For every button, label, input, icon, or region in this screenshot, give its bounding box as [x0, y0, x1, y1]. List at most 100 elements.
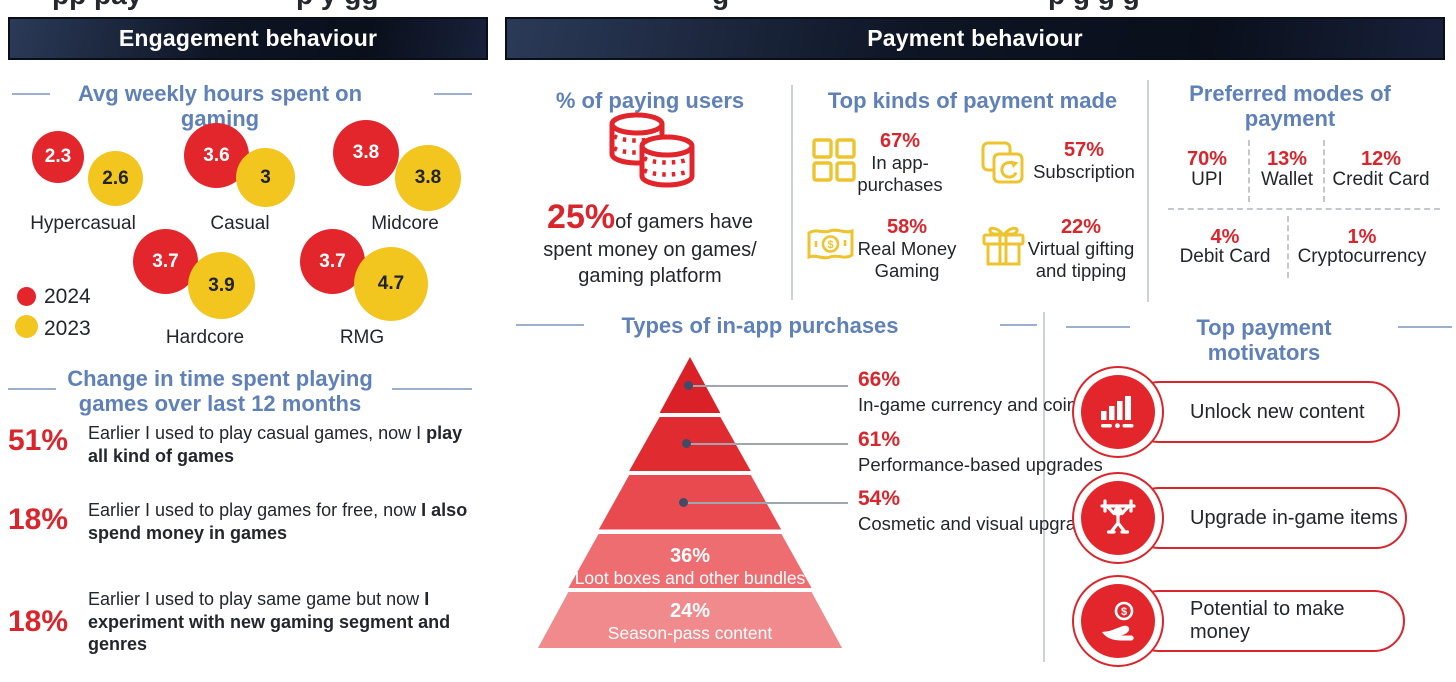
- motivators-title: Top payment motivators: [1196, 315, 1332, 365]
- paying-users-line2: spent money on games/: [543, 239, 757, 261]
- payment-kind-pct: 22%: [1060, 216, 1102, 238]
- title-side-line: [516, 324, 584, 326]
- avg-weekly-hours-title: Avg weekly hours spent on gaming: [77, 81, 363, 131]
- subscription-icon: [979, 139, 1026, 191]
- payment-mode-pct: 1%: [1347, 226, 1377, 248]
- iap-tier-pct: 54%: [858, 487, 901, 510]
- iap-tier-inside-label: 36% Loot boxes and other bundles: [560, 545, 820, 589]
- stat-text-normal: Earlier I used to play casual games, now…: [88, 423, 427, 443]
- dashed-divider: [1168, 208, 1440, 210]
- dashed-divider: [1323, 140, 1325, 202]
- payment-kind-pct: 67%: [879, 130, 921, 152]
- title-side-line: [434, 93, 472, 95]
- gift-icon: [980, 220, 1027, 274]
- motivator-label: Potential to make money: [1190, 598, 1345, 643]
- motivator-pill: Potential to make money: [1128, 590, 1405, 652]
- paying-users-title: % of paying users: [555, 88, 745, 113]
- iap-pyramid: [538, 357, 842, 648]
- legend-dot-2023: [15, 315, 38, 338]
- iap-tier-pct: 66%: [858, 368, 901, 391]
- bubble-hypercasual-2023: 2.6: [88, 151, 143, 206]
- dashed-divider: [1248, 140, 1250, 202]
- iap-types-title: Types of in-app purchases: [621, 313, 899, 338]
- dashed-divider: [1287, 216, 1289, 278]
- cropped-text-fragment: p y gg: [296, 0, 378, 11]
- payment-kind-pct: 58%: [886, 216, 928, 238]
- iap-tier-pct: 61%: [858, 428, 901, 451]
- bubble-casual-2023: 3: [236, 148, 295, 207]
- callout-line: [685, 502, 848, 504]
- callout-dot: [684, 381, 693, 390]
- payment-kind-label: Subscription: [1033, 161, 1135, 182]
- callout-dot: [679, 498, 688, 507]
- iap-tier-inside-label: 24% Season-pass content: [560, 600, 820, 644]
- title-side-line: [1000, 324, 1037, 326]
- iap-tier-label: Performance-based upgrades: [858, 454, 1103, 475]
- bubble-midcore-2023: 3.8: [395, 145, 461, 211]
- section-divider: [1043, 312, 1045, 662]
- paying-users-line1: of gamers have: [615, 211, 753, 233]
- section-divider: [791, 85, 793, 300]
- title-side-line: [8, 388, 56, 390]
- bubble-hardcore-2024: 3.7: [133, 229, 198, 294]
- title-side-line: [1398, 326, 1452, 328]
- coins-icon: [604, 112, 700, 195]
- iap-tier-pct: 24%: [669, 600, 711, 622]
- stat-text-normal: Earlier I used to play games for free, n…: [88, 500, 422, 520]
- stat-text-bold: I also spend money in games: [88, 500, 468, 543]
- callout-line: [690, 385, 848, 387]
- pyramid-tier-4: [568, 533, 812, 588]
- payment-kinds-title: Top kinds of payment made: [827, 88, 1118, 113]
- weightlifter-icon: [1081, 481, 1155, 555]
- cropped-text-fragment: pp pay: [52, 0, 142, 11]
- pyramid-tier-5: [538, 592, 842, 648]
- payment-mode-pct: 4%: [1210, 226, 1240, 248]
- legend-label-2023: 2023: [44, 317, 91, 340]
- iap-tier-label: Cosmetic and visual upgrades: [858, 513, 1106, 534]
- iap-tier-label: Season-pass content: [607, 623, 773, 643]
- title-side-line: [12, 93, 50, 95]
- payment-mode-label: Wallet: [1260, 169, 1314, 190]
- bubble-group-label: Midcore: [371, 213, 439, 234]
- svg-text:$: $: [827, 239, 833, 251]
- cropped-top-text: pp pay p y gg g p g g g: [0, 0, 1456, 13]
- payment-mode-pct: 12%: [1360, 148, 1402, 170]
- motivator-label: Upgrade in-game items: [1190, 506, 1398, 529]
- svg-text:$: $: [1121, 606, 1127, 618]
- paying-users-value: 25%: [547, 198, 616, 236]
- paying-users-stat: 25% of gamers have spent money on games/…: [528, 198, 772, 289]
- iap-tier-pct: 36%: [669, 545, 711, 567]
- stat-pct-2: 18%: [8, 503, 69, 536]
- stat-text-bold: play all kind of games: [88, 423, 463, 466]
- motivator-pill: Unlock new content: [1128, 381, 1400, 443]
- payment-mode-label: UPI: [1191, 169, 1223, 190]
- payment-kind-label: In app- purchases: [857, 152, 943, 195]
- payment-behaviour-header: Payment behaviour: [505, 17, 1445, 60]
- banknote-icon: $: [806, 224, 856, 271]
- bubble-hypercasual-2024: 2.3: [32, 131, 84, 183]
- stat-pct-1: 51%: [8, 424, 69, 457]
- change-in-time-title: Change in time spent playing games over …: [67, 366, 373, 416]
- stat-text-normal: Earlier I used to play same game but now: [88, 589, 425, 609]
- paying-users-line3: gaming platform: [578, 265, 722, 287]
- callout-line: [688, 443, 848, 445]
- bubble-hardcore-2023: 3.9: [188, 252, 255, 319]
- payment-kind-pct: 57%: [1063, 139, 1105, 161]
- stat-text-2: Earlier I used to play games for free, n…: [88, 499, 486, 544]
- payment-kind-label: Virtual gifting and tipping: [1027, 238, 1135, 281]
- bubble-rmg-2023: 4.7: [354, 247, 428, 321]
- stat-text-3: Earlier I used to play same game but now…: [88, 588, 486, 656]
- payment-mode-pct: 70%: [1186, 148, 1228, 170]
- payment-mode-label: Cryptocurrency: [1297, 246, 1427, 267]
- payment-mode-label: Debit Card: [1179, 246, 1271, 267]
- bubble-midcore-2024: 3.8: [333, 120, 399, 186]
- payment-mode-label: Credit Card: [1332, 169, 1430, 190]
- payment-mode-pct: 13%: [1266, 148, 1308, 170]
- title-side-line: [1066, 326, 1130, 328]
- cropped-text-fragment: p g g g: [1048, 0, 1140, 11]
- bubble-group-label: Hypercasual: [30, 213, 136, 234]
- money-hand-icon: $: [1081, 584, 1155, 658]
- grid-icon: [812, 138, 856, 187]
- stat-text-1: Earlier I used to play casual games, now…: [88, 422, 486, 467]
